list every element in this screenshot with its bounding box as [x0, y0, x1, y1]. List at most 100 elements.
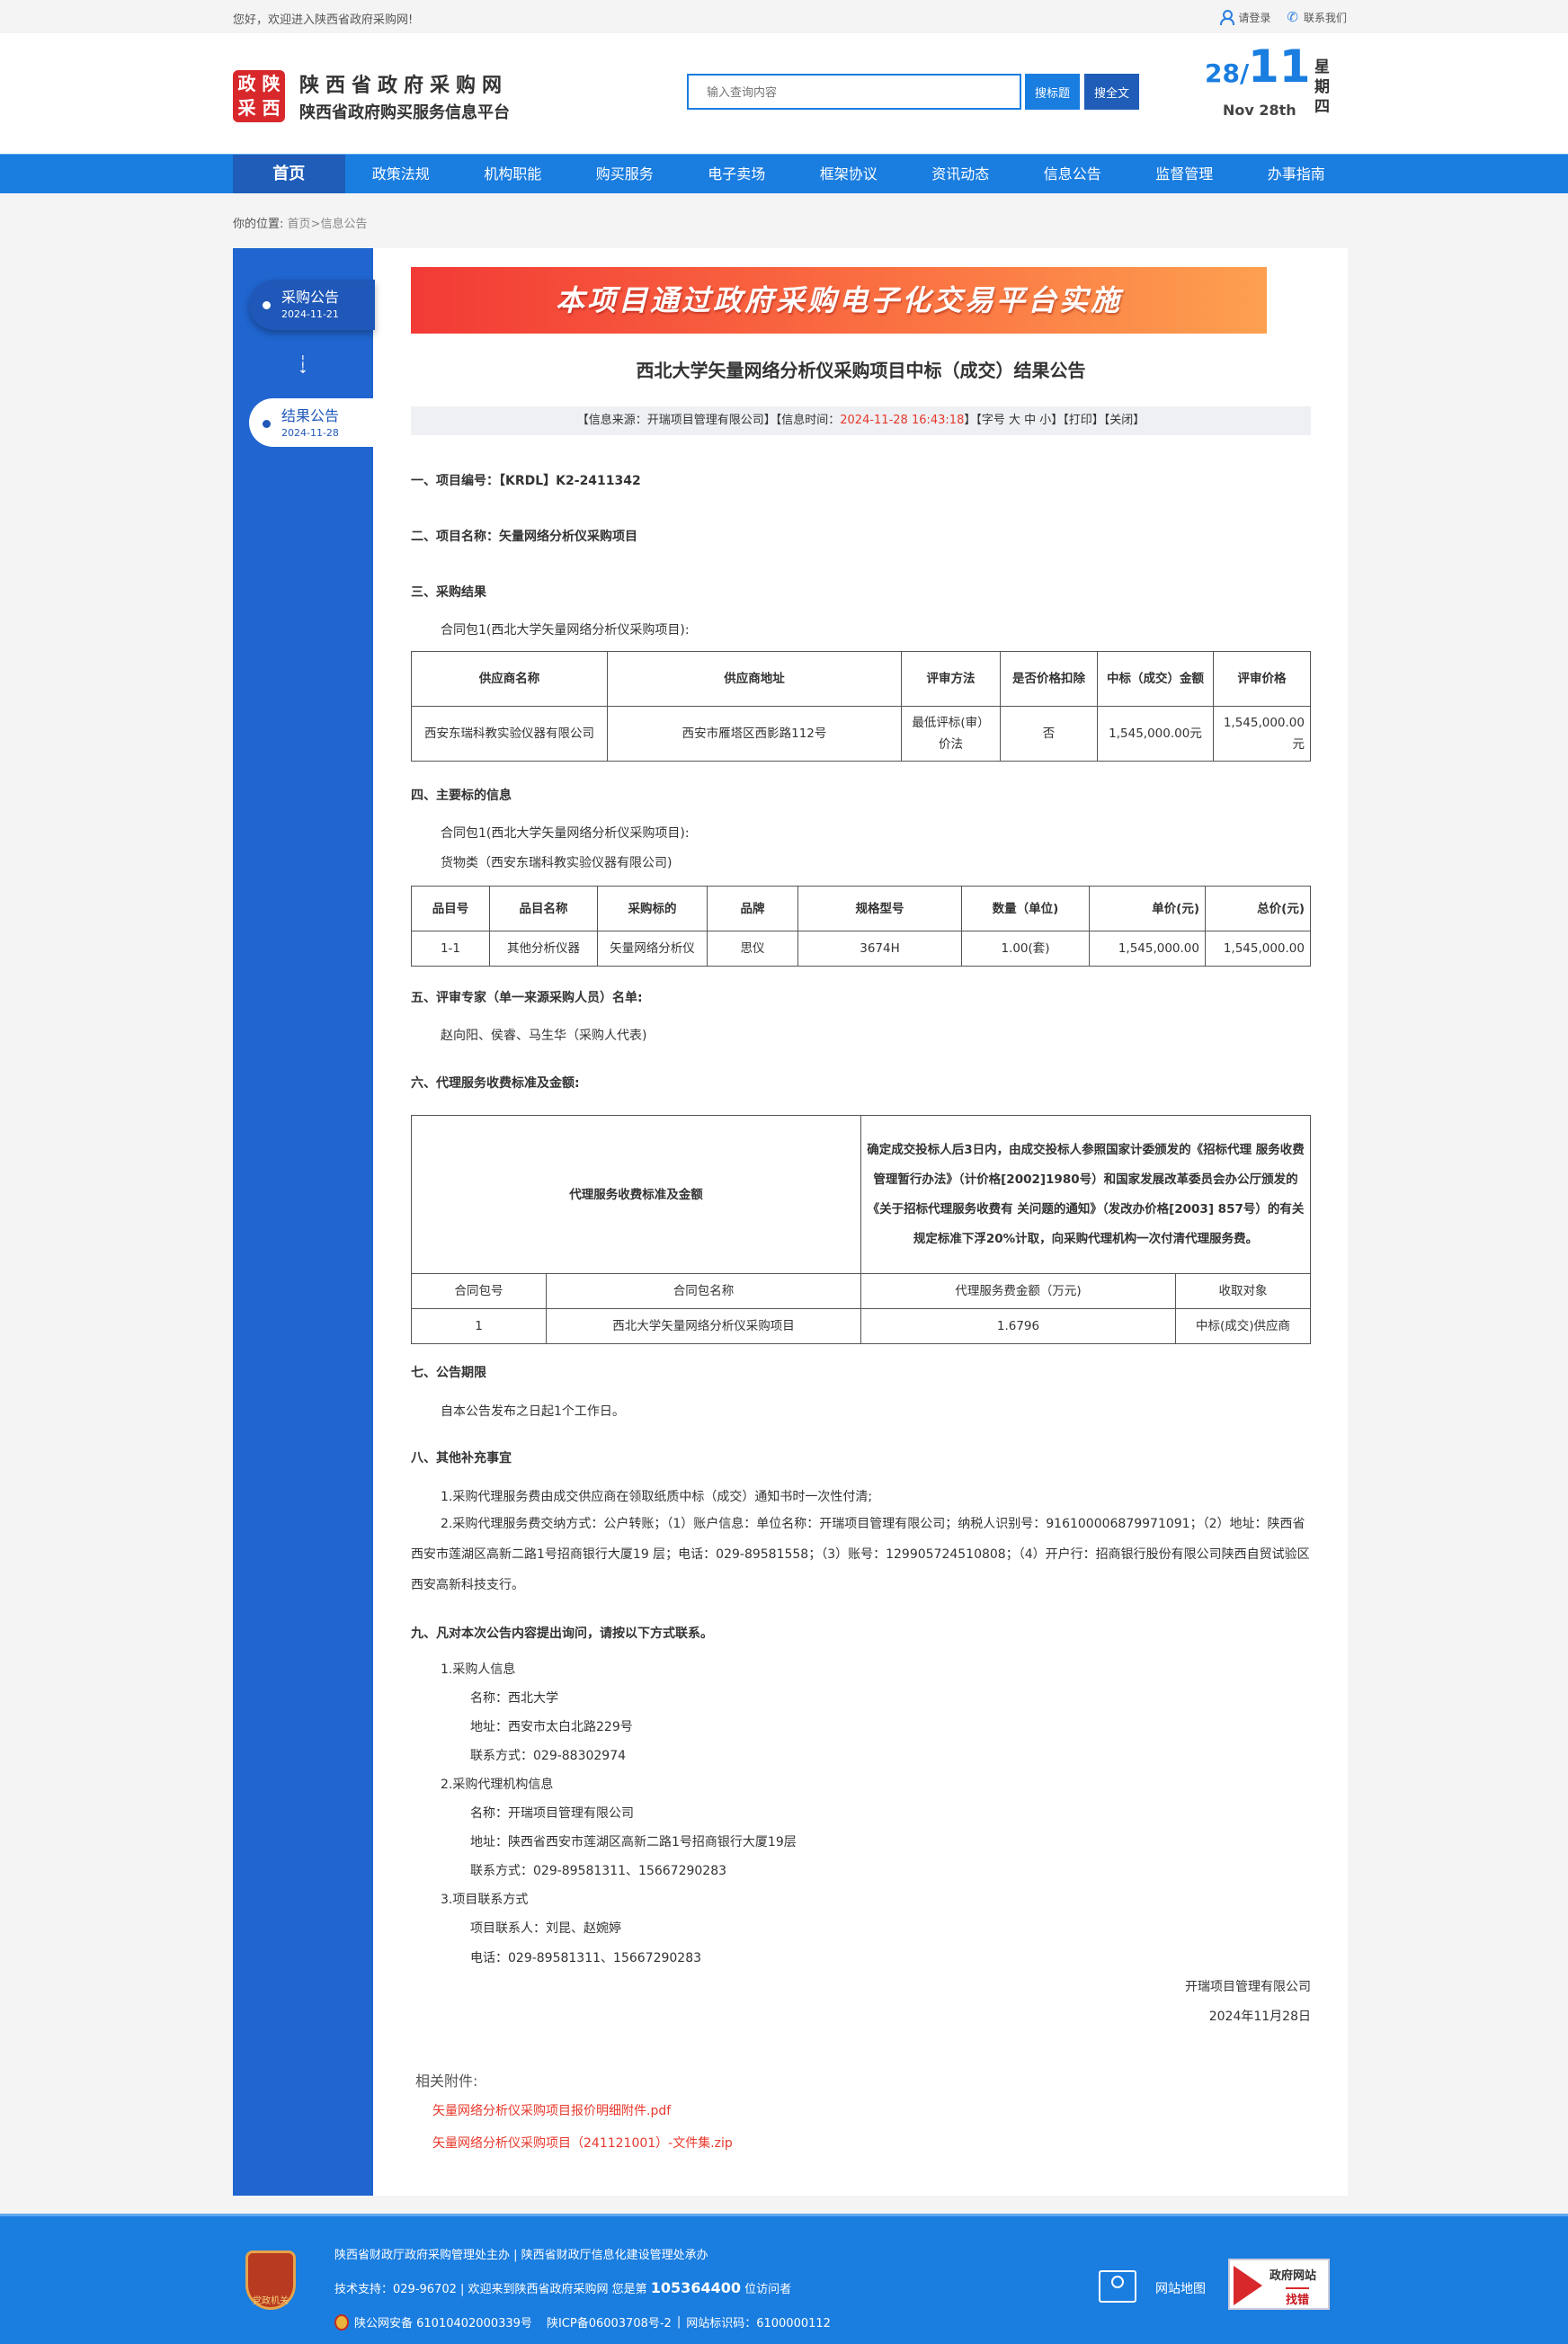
logo-char: 西 [262, 97, 281, 119]
nav-item-supervision[interactable]: 监督管理 [1155, 165, 1214, 183]
table-cell: 西安东瑞科教实验仪器有限公司 [411, 706, 608, 762]
sidebar-item-date: 2024-11-21 [281, 308, 339, 320]
table-cell: 1,545,000.00元 [1213, 706, 1311, 762]
attachment-link[interactable]: 矢量网络分析仪采购项目报价明细附件.pdf [432, 2104, 672, 2118]
nav-item-framework[interactable]: 框架协议 [819, 165, 878, 183]
section-heading: 八、其他补充事宜 [411, 1451, 512, 1466]
search-input[interactable] [687, 74, 1021, 110]
table-cell: 矢量网络分析仪 [597, 931, 708, 967]
sidebar-item-procurement-notice[interactable]: 采购公告 2024-11-21 [249, 280, 375, 330]
info-tools[interactable]: 】【字号 大 中 小】【打印】【关闭】 [964, 414, 1145, 427]
weekday: 星期四 [1314, 58, 1330, 116]
site-logo[interactable]: 政 陕 采 西 [233, 70, 285, 122]
table-row: 1-1 其他分析仪器 矢量网络分析仪 思仪 3674H 1.00(套) 1,54… [411, 931, 1311, 967]
signer: 开瑞项目管理有限公司 [1185, 1980, 1311, 1994]
nav-item-home[interactable]: 首页 [233, 155, 345, 193]
site-subtitle: 陕西省政府购买服务信息平台 [299, 103, 510, 122]
table-cell: 1,545,000.00元 [1097, 706, 1214, 762]
error-report-sublabel: 找错 [1286, 2287, 1310, 2307]
police-record-link[interactable]: 陕公网安备 61010402000339号 [354, 2317, 532, 2331]
search-title-button[interactable]: 搜标题 [1025, 74, 1080, 110]
info-source: 【信息来源：开瑞项目管理有限公司】【信息时间： [576, 414, 841, 427]
date-month: 11 [1248, 40, 1311, 93]
top-bar: 您好，欢迎进入陕西省政府采购网! 请登录 ✆ 联系我们 [0, 0, 1568, 33]
table-cell: 1,545,000.00 [1089, 931, 1206, 967]
site-name: 陕西省政府采购网 [299, 75, 509, 97]
dot-icon [263, 420, 271, 428]
site-code: 网站标识码：6100000112 [686, 2317, 831, 2331]
icp-record-link[interactable]: 陕ICP备06003708号-2 [546, 2317, 672, 2331]
user-icon [1220, 10, 1235, 25]
nav-item-announcements[interactable]: 信息公告 [1043, 165, 1101, 183]
section-heading: 一、项目编号：【KRDL】K2-2411342 [411, 474, 641, 488]
nav-item-policy[interactable]: 政策法规 [371, 165, 430, 183]
phone-icon: ✆ [1287, 9, 1298, 25]
section-heading: 九、凡对本次公告内容提出询问，请按以下方式联系。 [411, 1627, 713, 1641]
login-link[interactable]: 请登录 [1220, 9, 1270, 25]
supplement-2: 2.采购代理服务费交纳方式：公户转账；（1）账户信息：单位名称：开瑞项目管理有限… [411, 1517, 1310, 1592]
expert-names: 赵向阳、侯睿、马生华（采购人代表) [441, 1029, 647, 1043]
footer-visitors: 技术支持：029-96702 | 欢迎来到陕西省政府采购网 您是第 105364… [334, 2279, 791, 2296]
footer-sponsor: 陕西省财政厅政府采购管理处主办 | 陕西省财政厅信息化建设管理处承办 [334, 2249, 708, 2262]
table-cell: 思仪 [707, 931, 798, 967]
goods-type: 货物类（西安东瑞科教实验仪器有限公司) [441, 856, 673, 870]
search-fulltext-button[interactable]: 搜全文 [1084, 74, 1139, 110]
breadcrumb-current[interactable]: >信息公告 [310, 218, 368, 231]
table-cell: 1.00(套) [961, 931, 1090, 967]
supplement-1: 1.采购代理服务费由成交供应商在领取纸质中标（成交）通知书时一次性付清; [441, 1490, 873, 1504]
header: 政 陕 采 西 陕西省政府采购网 陕西省政府购买服务信息平台 搜标题 搜全文 2… [0, 33, 1568, 154]
sidebar-item-title: 采购公告 [281, 289, 340, 306]
contact-link[interactable]: ✆ 联系我们 [1287, 9, 1347, 25]
logo-char: 采 [237, 97, 256, 119]
table-cell: 中标(成交)供应商 [1175, 1308, 1311, 1344]
items-table: 品目号 品目名称 采购标的 品牌 规格型号 数量（单位) 单价(元) 总价(元)… [411, 886, 1311, 967]
table-cell: 1.6796 [860, 1308, 1176, 1344]
section-heading: 六、代理服务收费标准及金额: [411, 1076, 580, 1091]
table-cell: 1 [411, 1308, 547, 1344]
attachment-link[interactable]: 矢量网络分析仪采购项目（241121001）-文件集.zip [432, 2136, 733, 2151]
welcome-text: 您好，欢迎进入陕西省政府采购网! [233, 13, 414, 27]
nav-item-news[interactable]: 资讯动态 [931, 165, 990, 183]
visitor-count: 105364400 [650, 2279, 741, 2296]
contact-line: 地址：陕西省西安市莲湖区高新二路1号招商银行大厦19层 [470, 1835, 797, 1849]
info-time: 2024-11-28 16:43:18 [840, 414, 965, 427]
table-header: 总价(元) [1205, 886, 1311, 931]
nav-item-agency[interactable]: 机构职能 [484, 165, 542, 183]
section-heading: 七、公告期限 [411, 1366, 486, 1380]
section-heading: 二、项目名称：矢量网络分析仪采购项目 [411, 530, 637, 544]
sign-date: 2024年11月28日 [1208, 2010, 1311, 2024]
contact-line: 地址：西安市太白北路229号 [470, 1720, 633, 1734]
section-heading: 五、评审专家（单一来源采购人员）名单: [411, 991, 643, 1005]
article-title: 西北大学矢量网络分析仪采购项目中标（成交）结果公告 [636, 360, 1086, 381]
footer-visitor-suffix: 位访问者 [744, 2283, 792, 2296]
table-row: 西安东瑞科教实验仪器有限公司 西安市雁塔区西影路112号 最低评标(审）价法 否… [411, 706, 1311, 762]
logo-char: 政 [237, 73, 256, 94]
separator: | [676, 2315, 682, 2329]
nav-item-guide[interactable]: 办事指南 [1267, 165, 1325, 183]
timeline-sidebar: 采购公告 2024-11-21 ¦ ⇣ 结果公告 2024-11-28 [233, 248, 375, 2196]
sidebar-item-result-notice[interactable]: 结果公告 2024-11-28 [249, 398, 375, 447]
platform-banner: 本项目通过政府采购电子化交易平台实施 [411, 267, 1267, 334]
breadcrumb: 你的位置: 首页>信息公告 [233, 214, 367, 231]
contact-line: 联系方式：029-88302974 [470, 1749, 627, 1763]
gov-site-error-report-button[interactable]: 政府网站 找错 [1228, 2259, 1330, 2310]
sitemap-link[interactable]: 网站地图 [1155, 2282, 1206, 2296]
table-header: 数量（单位) [961, 886, 1090, 931]
footer: 党政机关 陕西省财政厅政府采购管理处主办 | 陕西省财政厅信息化建设管理处承办 … [0, 2214, 1568, 2344]
police-emblem-icon [334, 2313, 349, 2331]
contact-group-heading: 1.采购人信息 [441, 1662, 516, 1677]
error-report-label: 政府网站 [1270, 2269, 1317, 2283]
breadcrumb-home[interactable]: 首页 [287, 218, 311, 231]
contact-group-heading: 3.项目联系方式 [441, 1893, 529, 1907]
party-gov-badge[interactable]: 党政机关 [245, 2250, 296, 2310]
table-header: 评审价格 [1213, 651, 1311, 707]
nav-item-purchase-service[interactable]: 购买服务 [595, 165, 654, 183]
table-header: 评审方法 [901, 651, 1001, 707]
article-info-bar: 【信息来源：开瑞项目管理有限公司】【信息时间：2024-11-28 16:43:… [411, 406, 1311, 435]
sitemap-icon[interactable] [1099, 2270, 1136, 2303]
table-header: 中标（成交）金额 [1097, 651, 1214, 707]
nav-item-emall[interactable]: 电子卖场 [708, 165, 766, 183]
contact-line: 项目联系人：刘昆、赵婉婷 [470, 1921, 621, 1936]
agency-fee-table: 代理服务收费标准及金额 确定成交投标人后3日内，由成交投标人参照国家计委颁发的《… [411, 1115, 1311, 1344]
badge-text: 党政机关 [253, 2296, 289, 2306]
